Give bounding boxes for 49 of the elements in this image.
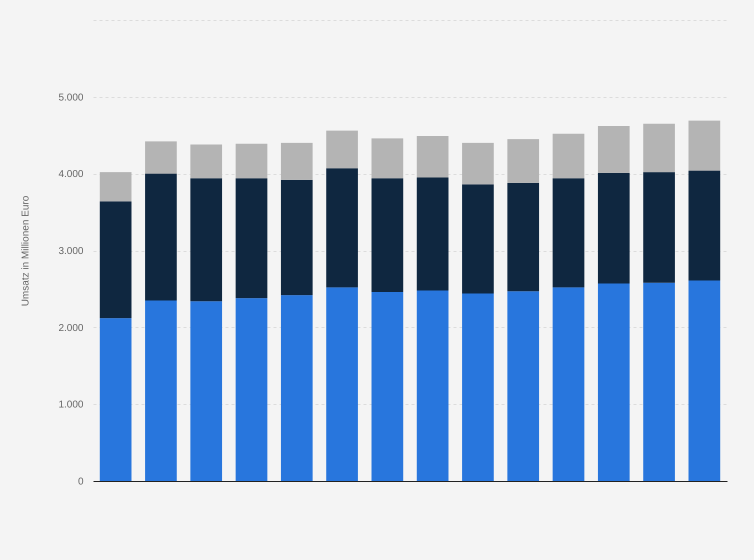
bar (372, 178, 404, 292)
bar (462, 142, 494, 184)
bar (688, 170, 720, 280)
bar (145, 174, 177, 300)
bar (236, 298, 268, 481)
bar (100, 201, 132, 318)
bar (688, 120, 720, 171)
bar (598, 126, 630, 173)
bar (552, 178, 584, 288)
bar (190, 301, 222, 481)
bar (416, 290, 448, 481)
bar (552, 287, 584, 481)
bar (643, 172, 675, 283)
y-tick-label: 0 (78, 476, 84, 488)
bar (372, 138, 404, 178)
bar (462, 294, 494, 481)
bar (326, 168, 358, 288)
bar (416, 178, 448, 290)
bar (145, 141, 177, 174)
bar (145, 300, 177, 481)
bar (100, 172, 132, 202)
bar (688, 280, 720, 481)
y-axis-title: Umsatz in Millionen Euro (20, 195, 32, 306)
bar (190, 178, 222, 302)
bar (598, 284, 630, 481)
bar (416, 136, 448, 178)
bar (507, 139, 540, 183)
bar (190, 144, 222, 178)
bar (280, 295, 313, 481)
bar (507, 182, 540, 292)
y-tick-label: 5.000 (58, 92, 84, 104)
bar (326, 287, 358, 481)
bar (280, 142, 313, 180)
bar (280, 180, 313, 296)
y-tick-label: 1.000 (58, 400, 84, 411)
y-tick-label: 3.000 (58, 246, 84, 257)
bar (552, 134, 584, 178)
y-tick-label: 4.000 (58, 169, 84, 180)
bar (236, 144, 268, 178)
bar (462, 184, 494, 294)
bar (507, 291, 540, 481)
bar (598, 172, 630, 284)
bar (100, 318, 132, 481)
bar (372, 292, 404, 481)
bar (326, 130, 358, 168)
bar (236, 178, 268, 298)
y-tick-label: 2.000 (58, 322, 84, 334)
bar (643, 282, 675, 481)
bar (643, 124, 675, 172)
